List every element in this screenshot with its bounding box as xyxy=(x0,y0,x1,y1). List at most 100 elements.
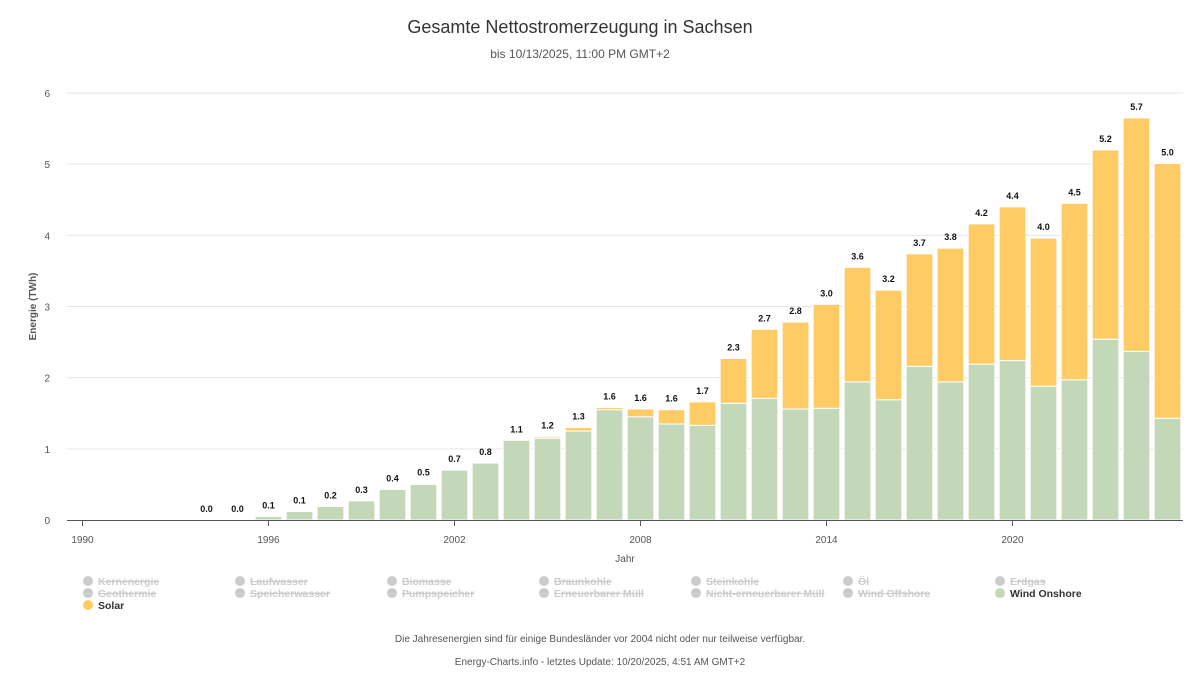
legend-item-speicherwasser[interactable]: Speicherwasser xyxy=(235,588,330,600)
bar-wind-onshore[interactable] xyxy=(564,430,593,521)
legend-dot-icon xyxy=(691,588,701,598)
bar-total-label: 1.7 xyxy=(696,386,709,396)
legend-label: Geothermie xyxy=(98,588,157,600)
bar-total-label: 0.5 xyxy=(417,468,430,478)
legend-dot-icon xyxy=(539,576,549,586)
legend-item-nicht-erneuerbarer-müll[interactable]: Nicht-erneuerbarer Müll xyxy=(691,588,824,600)
bar-solar[interactable] xyxy=(936,247,965,383)
bar-wind-onshore[interactable] xyxy=(440,469,469,521)
bar-total-label: 0.3 xyxy=(355,485,368,495)
bar-wind-onshore[interactable] xyxy=(998,360,1027,521)
credits-update-note[interactable]: Energy-Charts.info - letztes Update: 10/… xyxy=(454,657,746,668)
x-tick-label: 2020 xyxy=(1001,535,1024,546)
y-tick-label: 4 xyxy=(44,231,50,242)
bar-total-label: 1.2 xyxy=(541,421,554,431)
bar-wind-onshore[interactable] xyxy=(1029,385,1058,521)
legend-item-pumpspeicher[interactable]: Pumpspeicher xyxy=(387,588,474,600)
bar-wind-onshore[interactable] xyxy=(285,510,314,521)
y-axis-title: Energie (TWh) xyxy=(28,273,39,341)
legend-item-erneuerbarer-müll[interactable]: Erneuerbarer Müll xyxy=(539,588,644,600)
bar-solar[interactable] xyxy=(657,409,686,425)
legend-item-öl[interactable]: Öl xyxy=(843,576,869,588)
bar-wind-onshore[interactable] xyxy=(936,381,965,521)
legend-dot-icon xyxy=(83,600,93,610)
bar-wind-onshore[interactable] xyxy=(254,515,283,521)
bar-wind-onshore[interactable] xyxy=(502,439,531,521)
legend-item-braunkohle[interactable]: Braunkohle xyxy=(539,576,612,588)
bar-solar[interactable] xyxy=(1029,237,1058,387)
bar-solar[interactable] xyxy=(688,401,717,426)
bar-solar[interactable] xyxy=(874,289,903,401)
legend-dot-icon xyxy=(387,588,397,598)
bar-solar[interactable] xyxy=(967,223,996,365)
bar-solar[interactable] xyxy=(750,328,779,399)
bar-wind-onshore[interactable] xyxy=(812,407,841,521)
bar-total-label: 1.1 xyxy=(510,424,523,434)
bar-solar[interactable] xyxy=(1153,162,1182,419)
y-tick-label: 1 xyxy=(44,445,50,456)
bar-wind-onshore[interactable] xyxy=(719,402,748,521)
y-tick-label: 0 xyxy=(44,516,50,527)
bar-solar[interactable] xyxy=(1122,117,1151,352)
bar-wind-onshore[interactable] xyxy=(905,365,934,521)
bar-solar[interactable] xyxy=(812,303,841,409)
bar-wind-onshore[interactable] xyxy=(750,397,779,521)
legend-label: Wind Onshore xyxy=(1010,588,1082,600)
bar-solar[interactable] xyxy=(409,483,438,485)
bar-wind-onshore[interactable] xyxy=(1122,350,1151,521)
legend-item-erdgas[interactable]: Erdgas xyxy=(995,576,1046,588)
legend-item-geothermie[interactable]: Geothermie xyxy=(83,588,156,600)
bar-wind-onshore[interactable] xyxy=(688,424,717,521)
legend-item-laufwasser[interactable]: Laufwasser xyxy=(235,576,308,588)
bar-solar[interactable] xyxy=(1091,149,1120,340)
legend-dot-icon xyxy=(843,588,853,598)
bar-total-label: 4.4 xyxy=(1006,191,1019,201)
legend-item-wind-onshore[interactable]: Wind Onshore xyxy=(995,588,1082,600)
bar-solar[interactable] xyxy=(719,357,748,404)
bar-wind-onshore[interactable] xyxy=(533,437,562,521)
legend-item-wind-offshore[interactable]: Wind Offshore xyxy=(843,588,930,600)
legend-dot-icon xyxy=(83,588,93,598)
bar-solar[interactable] xyxy=(781,321,810,410)
legend-item-kernenergie[interactable]: Kernenergie xyxy=(83,576,159,588)
legend-item-biomasse[interactable]: Biomasse xyxy=(387,576,452,588)
bar-wind-onshore[interactable] xyxy=(657,423,686,521)
bar-solar[interactable] xyxy=(564,426,593,432)
bar-wind-onshore[interactable] xyxy=(409,483,438,521)
bar-wind-onshore[interactable] xyxy=(967,363,996,521)
bar-solar[interactable] xyxy=(626,408,655,418)
legend-label: Wind Offshore xyxy=(858,588,931,600)
x-tick-label: 2002 xyxy=(443,535,466,546)
bar-wind-onshore[interactable] xyxy=(316,505,345,521)
bar-solar[interactable] xyxy=(843,266,872,383)
chart-subtitle: bis 10/13/2025, 11:00 PM GMT+2 xyxy=(490,47,670,61)
bar-wind-onshore[interactable] xyxy=(595,409,624,521)
bar-solar[interactable] xyxy=(1060,202,1089,381)
legend-dot-icon xyxy=(691,576,701,586)
bar-wind-onshore[interactable] xyxy=(347,500,376,521)
legend-item-steinkohle[interactable]: Steinkohle xyxy=(691,576,759,588)
legend-label: Biomasse xyxy=(402,576,452,588)
bar-wind-onshore[interactable] xyxy=(1153,417,1182,521)
bar-wind-onshore[interactable] xyxy=(781,408,810,521)
bar-wind-onshore[interactable] xyxy=(471,462,500,521)
legend-label: Nicht-erneuerbarer Müll xyxy=(706,588,825,600)
bar-wind-onshore[interactable] xyxy=(874,399,903,521)
bar-total-label: 4.5 xyxy=(1068,187,1081,197)
bar-total-label: 0.0 xyxy=(200,504,213,514)
bar-solar[interactable] xyxy=(595,407,624,411)
legend-label: Steinkohle xyxy=(706,576,760,588)
bar-total-label: 5.2 xyxy=(1099,134,1112,144)
bar-solar[interactable] xyxy=(533,436,562,439)
chart-title: Gesamte Nettostromerzeugung in Sachsen xyxy=(407,17,753,37)
bar-wind-onshore[interactable] xyxy=(626,416,655,521)
bar-total-label: 0.7 xyxy=(448,454,461,464)
bar-wind-onshore[interactable] xyxy=(843,381,872,521)
bar-solar[interactable] xyxy=(998,206,1027,362)
bar-solar[interactable] xyxy=(905,253,934,367)
bar-wind-onshore[interactable] xyxy=(378,488,407,521)
bar-wind-onshore[interactable] xyxy=(1091,338,1120,521)
legend-item-solar[interactable]: Solar xyxy=(83,600,124,612)
bar-wind-onshore[interactable] xyxy=(1060,379,1089,521)
data-availability-note: Die Jahresenergien sind für einige Bunde… xyxy=(394,634,806,645)
